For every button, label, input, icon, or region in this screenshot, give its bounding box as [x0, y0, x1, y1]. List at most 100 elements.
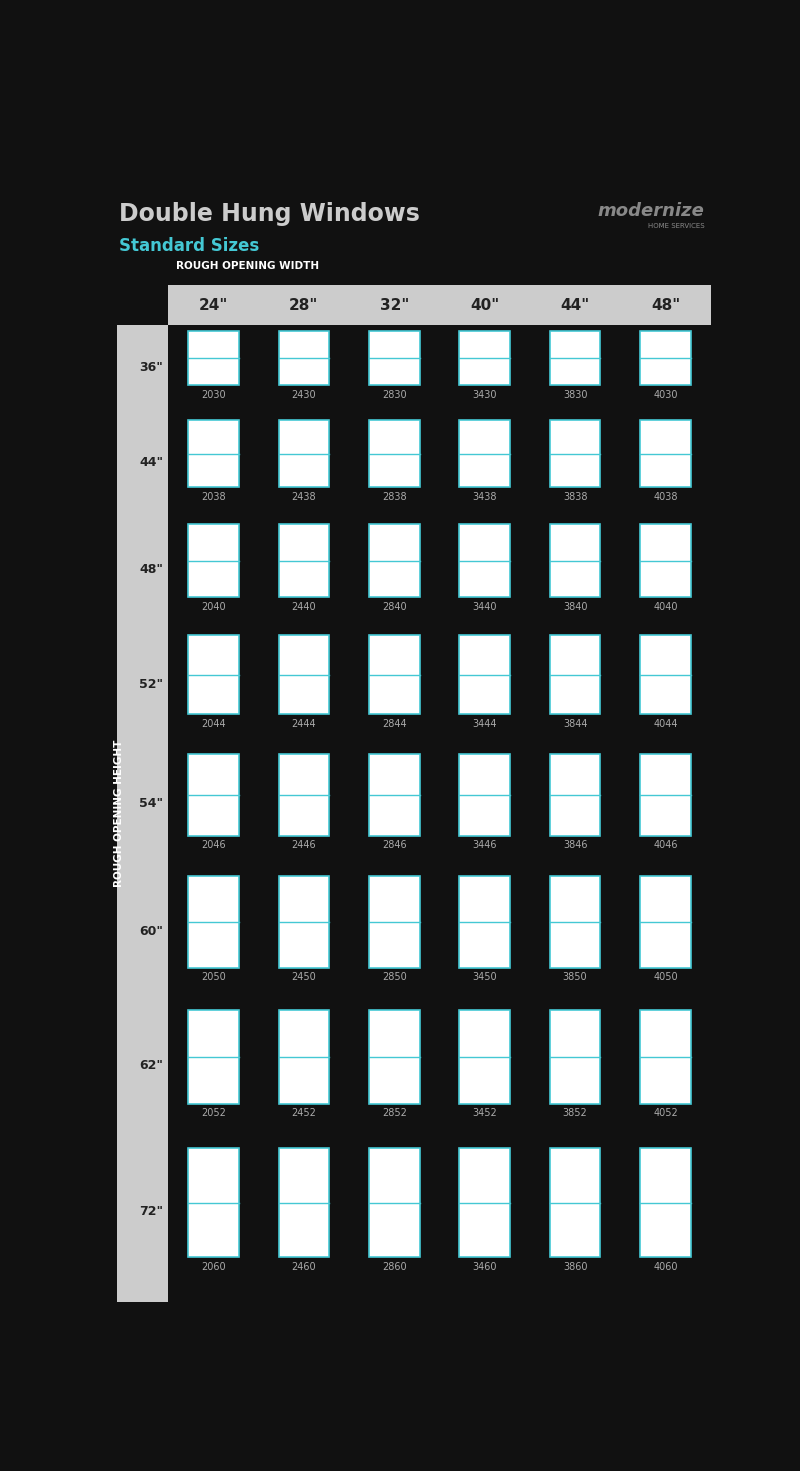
Text: 3860: 3860	[563, 1262, 587, 1272]
Bar	[117, 325, 168, 1302]
Text: Double Hung Windows: Double Hung Windows	[119, 202, 420, 227]
Text: 48": 48"	[651, 297, 680, 313]
Bar	[369, 753, 419, 836]
Text: 3844: 3844	[563, 719, 587, 730]
Bar	[550, 753, 600, 836]
Text: 3430: 3430	[473, 390, 497, 400]
Text: 3444: 3444	[473, 719, 497, 730]
Text: 2440: 2440	[291, 602, 316, 612]
Bar	[550, 524, 600, 597]
Text: 2844: 2844	[382, 719, 406, 730]
Bar	[188, 331, 238, 385]
Text: 2060: 2060	[201, 1262, 226, 1272]
Text: modernize: modernize	[598, 202, 705, 221]
Text: 2438: 2438	[291, 491, 316, 502]
Bar	[550, 1147, 600, 1258]
Bar	[550, 331, 600, 385]
Text: 2046: 2046	[201, 840, 226, 850]
Text: 4046: 4046	[654, 840, 678, 850]
Bar	[278, 1147, 329, 1258]
Bar	[550, 877, 600, 968]
Text: 36": 36"	[140, 360, 163, 374]
Text: 2040: 2040	[201, 602, 226, 612]
Text: 2850: 2850	[382, 972, 406, 983]
Bar	[459, 1147, 510, 1258]
Bar	[550, 1009, 600, 1103]
Bar	[278, 877, 329, 968]
Text: 3838: 3838	[563, 491, 587, 502]
Text: 3850: 3850	[562, 972, 587, 983]
Text: 52": 52"	[139, 678, 163, 690]
Text: 40": 40"	[470, 297, 499, 313]
Text: 4050: 4050	[653, 972, 678, 983]
Bar	[459, 753, 510, 836]
Text: 3852: 3852	[562, 1109, 587, 1118]
Text: 60": 60"	[139, 925, 163, 937]
Bar	[640, 635, 691, 715]
Text: 4044: 4044	[654, 719, 678, 730]
Text: 2446: 2446	[291, 840, 316, 850]
Text: 48": 48"	[139, 563, 163, 577]
Bar	[188, 753, 238, 836]
Text: 24": 24"	[198, 297, 228, 313]
Text: 2846: 2846	[382, 840, 406, 850]
Bar	[459, 877, 510, 968]
Bar	[278, 753, 329, 836]
Bar	[459, 331, 510, 385]
Text: 2030: 2030	[201, 390, 226, 400]
Text: Standard Sizes: Standard Sizes	[119, 237, 260, 256]
Text: 2450: 2450	[291, 972, 316, 983]
Text: 2444: 2444	[291, 719, 316, 730]
Text: 44": 44"	[561, 297, 590, 313]
Text: 3846: 3846	[563, 840, 587, 850]
Text: 2840: 2840	[382, 602, 406, 612]
Text: 3452: 3452	[472, 1109, 497, 1118]
Text: HOME SERVICES: HOME SERVICES	[648, 224, 705, 229]
Text: 2860: 2860	[382, 1262, 406, 1272]
Text: 2460: 2460	[291, 1262, 316, 1272]
Text: 3460: 3460	[473, 1262, 497, 1272]
Bar	[459, 635, 510, 715]
Bar	[459, 421, 510, 487]
Text: 4038: 4038	[654, 491, 678, 502]
Text: 2044: 2044	[201, 719, 226, 730]
Bar	[188, 524, 238, 597]
Bar	[459, 1009, 510, 1103]
Bar	[640, 331, 691, 385]
Bar	[369, 1147, 419, 1258]
Bar	[640, 421, 691, 487]
Text: 54": 54"	[139, 797, 163, 811]
Text: 2052: 2052	[201, 1109, 226, 1118]
Bar	[188, 421, 238, 487]
Text: 32": 32"	[379, 297, 409, 313]
Bar	[640, 524, 691, 597]
Text: 3840: 3840	[563, 602, 587, 612]
Text: 4040: 4040	[654, 602, 678, 612]
Text: 2830: 2830	[382, 390, 406, 400]
Bar	[640, 1009, 691, 1103]
Text: 4060: 4060	[654, 1262, 678, 1272]
Text: 2852: 2852	[382, 1109, 406, 1118]
Bar	[369, 524, 419, 597]
Bar	[369, 331, 419, 385]
Text: 3450: 3450	[472, 972, 497, 983]
Text: ROUGH OPENING HEIGHT: ROUGH OPENING HEIGHT	[114, 740, 123, 887]
Bar	[369, 421, 419, 487]
Bar	[278, 331, 329, 385]
Text: 3830: 3830	[563, 390, 587, 400]
Bar	[640, 753, 691, 836]
Bar	[369, 877, 419, 968]
Bar	[640, 877, 691, 968]
Bar	[278, 635, 329, 715]
Text: 4030: 4030	[654, 390, 678, 400]
Bar	[459, 524, 510, 597]
Bar	[278, 524, 329, 597]
Bar	[168, 285, 710, 325]
Bar	[550, 635, 600, 715]
Text: 3446: 3446	[473, 840, 497, 850]
Bar	[278, 1009, 329, 1103]
Text: 4052: 4052	[653, 1109, 678, 1118]
Bar	[640, 1147, 691, 1258]
Text: 2452: 2452	[291, 1109, 316, 1118]
Text: 2050: 2050	[201, 972, 226, 983]
